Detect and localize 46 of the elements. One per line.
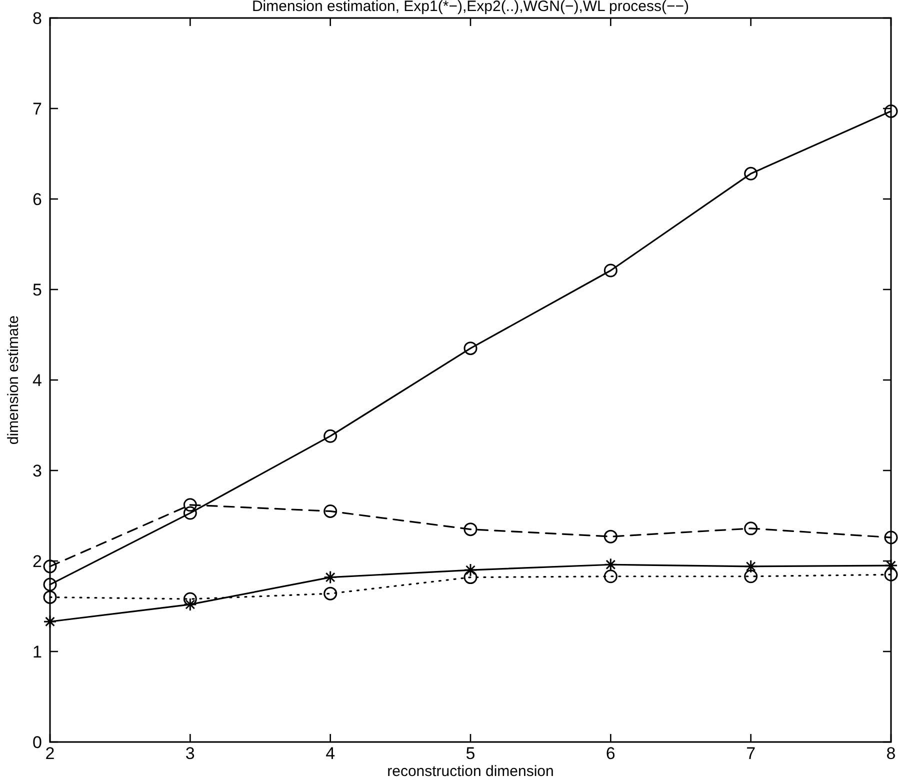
y-tick-label: 8 [32, 8, 42, 28]
point [324, 429, 338, 443]
chart-title: Dimension estimation, Exp1(*−),Exp2(..),WGN(−),WL process(−−) [252, 0, 690, 15]
point [604, 530, 618, 544]
x-tick-label: 8 [886, 744, 896, 763]
point [324, 504, 338, 518]
y-tick-label: 4 [32, 370, 42, 390]
point [604, 264, 618, 278]
y-tick-label: 0 [32, 732, 42, 752]
point [604, 558, 618, 572]
x-tick-label: 3 [185, 744, 195, 763]
point [43, 590, 57, 604]
y-tick-label: 6 [32, 190, 42, 209]
point [464, 522, 478, 536]
point [884, 530, 898, 544]
point [464, 563, 478, 577]
point [183, 592, 197, 606]
y-tick-label: 5 [32, 280, 42, 300]
point [884, 568, 898, 582]
point [464, 342, 478, 356]
y-axis-title: dimension estimate [5, 315, 22, 445]
y-tick-label: 3 [32, 461, 42, 480]
x-tick-label: 7 [746, 744, 756, 763]
point [744, 560, 758, 574]
x-tick-label: 2 [45, 744, 55, 763]
x-tick-label: 5 [466, 744, 476, 763]
point [183, 498, 197, 512]
point [464, 570, 478, 584]
y-tick-label: 7 [32, 99, 42, 118]
point [43, 578, 57, 592]
point [43, 614, 57, 628]
point [183, 506, 197, 520]
point [744, 522, 758, 536]
point [604, 570, 618, 584]
x-tick-label: 4 [326, 744, 336, 763]
point [183, 598, 197, 612]
point [324, 586, 338, 600]
x-axis-title: reconstruction dimension [387, 763, 554, 780]
point [744, 570, 758, 584]
point [884, 558, 898, 572]
y-tick-label: 1 [32, 642, 42, 662]
y-tick-label: 2 [32, 552, 42, 571]
x-tick-label: 6 [606, 744, 616, 763]
point [43, 560, 57, 574]
point [324, 570, 338, 584]
point [744, 166, 758, 180]
